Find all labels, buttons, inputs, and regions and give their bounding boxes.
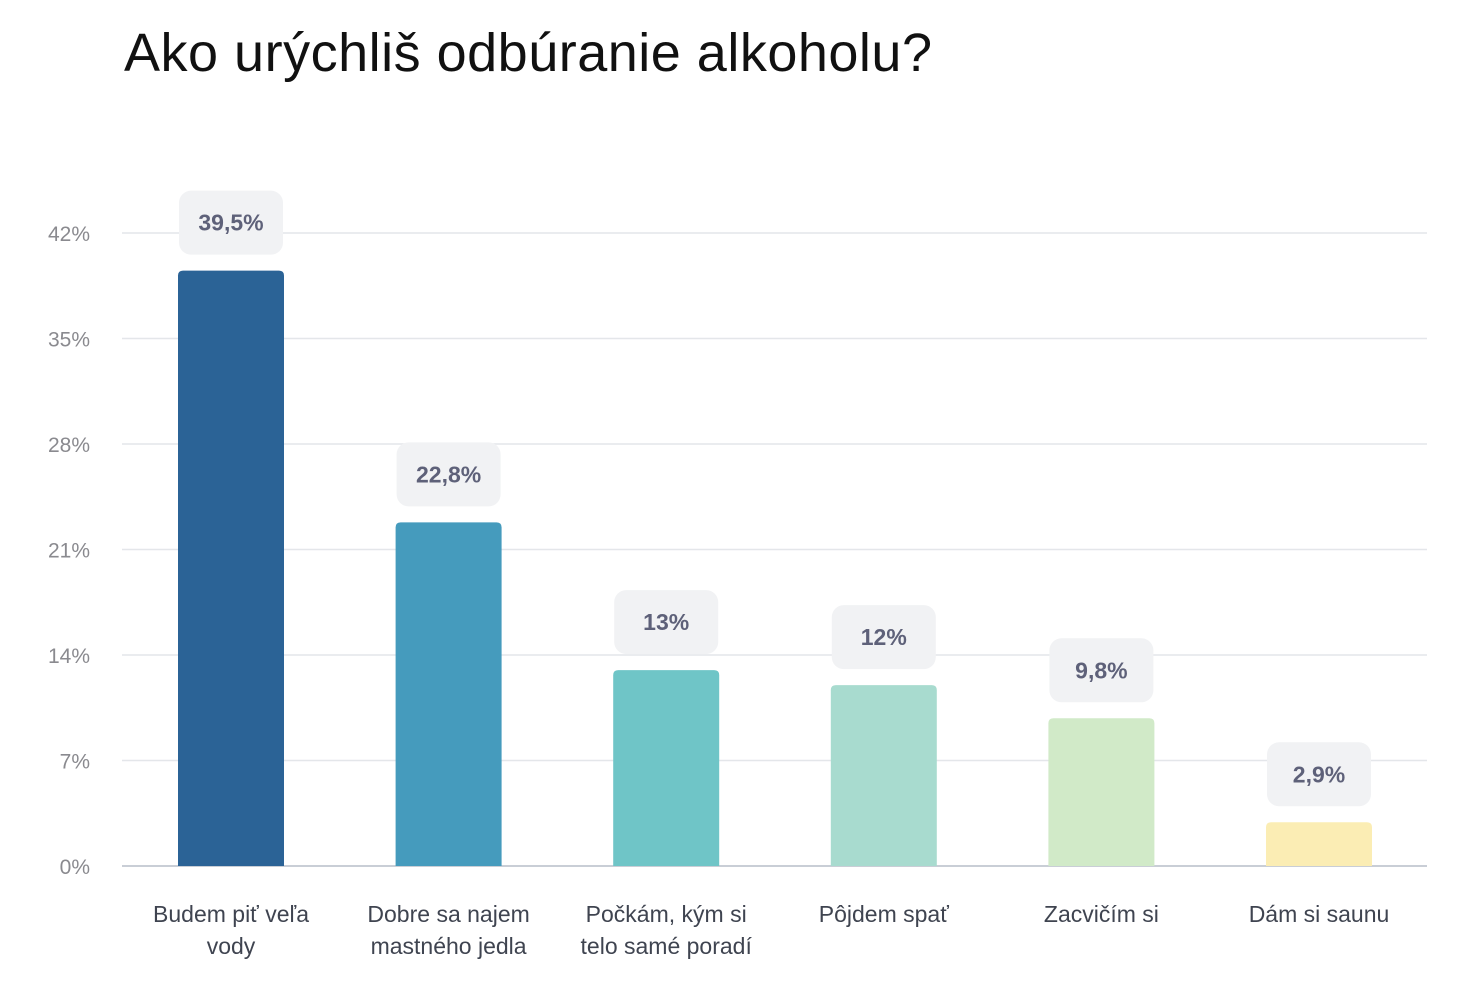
x-tick-label: Budem piť veľa [153,901,309,927]
bar [830,685,937,866]
x-tick-label: Zacvičím si [1044,901,1159,927]
y-tick-label: 21% [48,540,90,563]
bar [1266,822,1372,866]
bar [178,270,284,866]
y-tick-label: 0% [60,856,90,879]
x-tick-label: mastného jedla [371,933,527,959]
value-badge [1267,742,1371,807]
value-badge [831,605,936,670]
x-tick-label: Dám si saunu [1249,901,1390,927]
y-tick-label: 14% [48,645,90,668]
bar [613,670,720,866]
value-badge [1049,638,1154,703]
data-label: 12% [861,624,907,650]
value-badge [179,190,283,255]
y-tick-label: 7% [60,751,90,774]
data-label: 9,8% [1075,657,1127,683]
data-label: 39,5% [198,210,263,236]
x-tick-label: Počkám, kým si [586,901,747,927]
y-tick-label: 42% [48,223,90,246]
data-label: 22,8% [416,461,481,487]
x-tick-label: telo samé poradí [581,933,753,959]
bar [395,522,502,866]
chart-title: Ako urýchliš odbúranie alkoholu? [124,23,933,83]
x-tick-label: Pôjdem spať [819,901,949,927]
x-tick-label: Dobre sa najem [367,901,529,927]
y-tick-label: 28% [48,434,90,457]
bar [1048,718,1155,866]
value-badge [614,590,719,655]
value-badge [396,442,501,507]
data-label: 2,9% [1293,761,1345,787]
y-tick-label: 35% [48,329,90,352]
x-tick-label: vody [207,933,256,959]
data-label: 13% [643,609,689,635]
